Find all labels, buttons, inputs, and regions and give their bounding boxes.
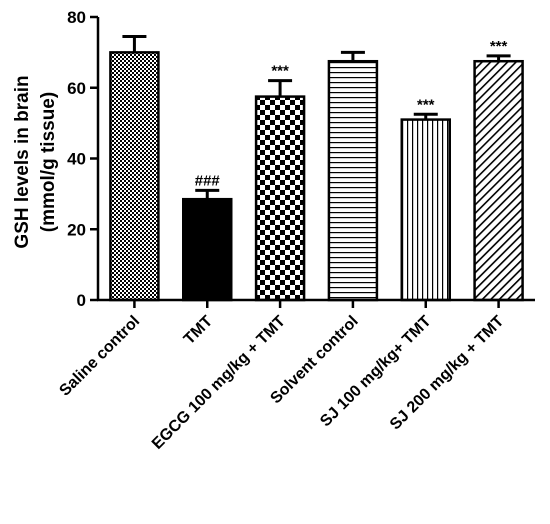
bar (400, 118, 451, 302)
category-label: TMT (181, 313, 216, 348)
y-axis-title-line2: (mmol/g tissue) (38, 92, 59, 232)
axes-layer (90, 15, 535, 308)
y-tick-label: 0 (77, 291, 86, 310)
significance-label: ### (195, 172, 221, 189)
significance-label: *** (490, 38, 508, 55)
category-label: Saline control (56, 313, 143, 400)
y-tick-label: 60 (67, 79, 86, 98)
bar (327, 59, 379, 302)
category-label: EGCG 100 mg/kg + TMT (149, 313, 289, 453)
significance-label: *** (271, 63, 289, 80)
bar (109, 51, 160, 302)
y-tick-label: 40 (67, 150, 86, 169)
bar (182, 197, 233, 302)
y-axis-title-line1: GSH levels in brain (12, 75, 33, 248)
bar (473, 59, 524, 302)
y-tick-label: 20 (67, 220, 86, 239)
bar (254, 95, 306, 302)
significance-label: *** (417, 96, 435, 113)
y-tick-label: 80 (67, 8, 86, 27)
bars-layer (109, 34, 524, 302)
